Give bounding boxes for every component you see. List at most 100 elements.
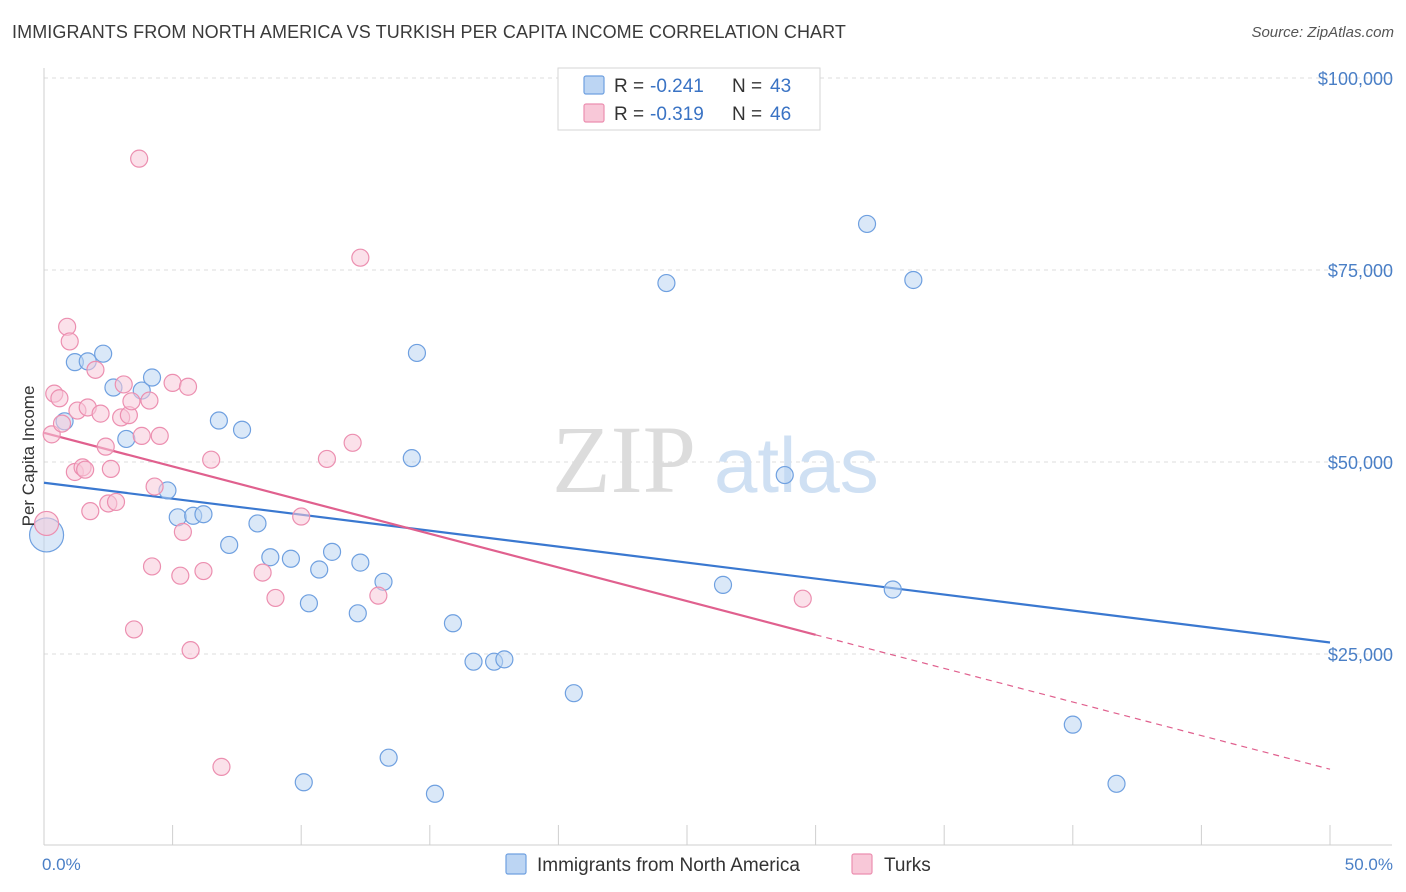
- point-turks-24: [130, 149, 149, 168]
- top-legend: R = -0.241 N = 43 R = -0.319 N = 46: [557, 67, 821, 131]
- point-north-america-14: [220, 535, 239, 555]
- legend-swatch-turks: [583, 103, 605, 123]
- point-turks-26: [140, 391, 159, 410]
- point-north-america-39: [883, 580, 902, 599]
- point-north-america-27: [407, 343, 427, 363]
- point-turks-42: [343, 433, 362, 452]
- point-north-america-18: [281, 549, 301, 568]
- trend-line-turks-extension: [815, 634, 1331, 770]
- bottom-legend-label-north-america: Immigrants from North America: [537, 855, 800, 876]
- point-north-america-13: [209, 411, 228, 430]
- point-turks-34: [181, 641, 200, 660]
- y-tick-labels: $25,000 $50,000 $75,000 $100,000: [1318, 69, 1393, 665]
- point-turks-41: [317, 449, 337, 469]
- legend-r-label-north-america: R =: [614, 76, 644, 97]
- point-north-america-24: [351, 553, 370, 572]
- point-turks-44: [369, 586, 388, 605]
- point-north-america-41: [1063, 715, 1082, 734]
- point-turks-20: [114, 375, 133, 394]
- legend-swatch-north-america: [583, 75, 605, 95]
- point-turks-40: [292, 507, 311, 526]
- point-turks-15: [96, 437, 115, 456]
- point-north-america-42: [1107, 774, 1126, 793]
- point-north-america-35: [657, 273, 676, 293]
- point-turks-10: [76, 460, 95, 479]
- point-north-america-40: [904, 270, 923, 290]
- point-turks-25: [132, 426, 151, 445]
- y-tick-label-0: $25,000: [1328, 645, 1393, 665]
- point-turks-6: [60, 332, 79, 351]
- point-turks-37: [212, 757, 231, 776]
- point-north-america-30: [443, 614, 463, 633]
- x-tick-label-max: 50.0%: [1345, 855, 1393, 874]
- point-north-america-17: [261, 548, 280, 567]
- point-turks-12: [81, 502, 100, 521]
- point-north-america-19: [294, 773, 313, 792]
- point-turks-30: [163, 373, 182, 392]
- legend-n-label-north-america: N =: [732, 76, 762, 97]
- point-turks-36: [202, 450, 221, 469]
- point-north-america-26: [379, 748, 398, 767]
- x-tick-label-min: 0.0%: [42, 855, 81, 874]
- x-tick-labels: 0.0% 50.0%: [42, 855, 1393, 874]
- legend-r-value-turks: -0.319: [650, 104, 704, 125]
- axes: [43, 68, 1392, 846]
- point-turks-43: [351, 248, 370, 267]
- point-turks-39: [266, 588, 285, 608]
- y-tick-label-3: $100,000: [1318, 69, 1393, 89]
- point-north-america-34: [564, 684, 583, 703]
- point-turks-32: [173, 522, 192, 541]
- point-north-america-21: [310, 560, 329, 579]
- point-turks-17: [101, 459, 120, 479]
- y-tick-label-1: $50,000: [1328, 453, 1393, 473]
- point-north-america-22: [322, 542, 342, 561]
- point-turks-4: [52, 414, 72, 433]
- legend-r-label-turks: R =: [614, 104, 644, 125]
- trend-lines: [43, 431, 1331, 770]
- source-label: Source: ZipAtlas.com: [1251, 24, 1394, 41]
- point-north-america-28: [402, 449, 421, 468]
- point-north-america-4: [94, 344, 113, 363]
- chart-title: IMMIGRANTS FROM NORTH AMERICA VS TURKISH…: [12, 22, 847, 42]
- point-turks-35: [194, 561, 213, 581]
- legend-n-label-turks: N =: [732, 104, 762, 125]
- point-north-america-33: [495, 650, 514, 669]
- point-turks-33: [178, 377, 198, 396]
- point-north-america-16: [248, 514, 267, 533]
- bottom-legend: Immigrants from North America Turks: [505, 853, 931, 876]
- point-north-america-37: [775, 465, 794, 485]
- point-turks-18: [106, 492, 126, 512]
- point-turks-13: [86, 360, 105, 379]
- legend-r-value-north-america: -0.241: [650, 76, 704, 97]
- bottom-legend-swatch-turks: [851, 853, 873, 875]
- watermark-atlas: atlas: [714, 421, 879, 509]
- point-turks-23: [124, 620, 144, 639]
- point-turks-3: [50, 389, 69, 408]
- point-north-america-23: [348, 604, 367, 623]
- trend-line-turks: [43, 431, 816, 636]
- point-turks-31: [171, 566, 190, 585]
- bottom-legend-label-turks: Turks: [884, 855, 931, 876]
- point-north-america-12: [194, 505, 213, 524]
- point-north-america-6: [117, 429, 136, 449]
- y-axis-label: Per Capita Income: [19, 386, 38, 527]
- point-north-america-36: [713, 575, 733, 594]
- point-north-america-15: [232, 420, 252, 439]
- point-north-america-20: [299, 594, 319, 613]
- point-turks-27: [142, 557, 162, 576]
- point-turks-22: [122, 392, 141, 411]
- point-north-america-29: [425, 784, 445, 803]
- trend-line-north-america: [43, 481, 1331, 644]
- legend-n-value-north-america: 43: [770, 76, 791, 97]
- bottom-legend-swatch-north-america: [505, 853, 527, 875]
- watermark-zip: ZIP: [552, 406, 696, 513]
- grid-lines: [44, 77, 1392, 655]
- point-turks-29: [150, 426, 169, 445]
- point-turks-28: [145, 477, 164, 496]
- point-turks-14: [91, 404, 110, 423]
- data-points: [28, 149, 1126, 803]
- point-turks-0: [33, 510, 60, 537]
- point-turks-45: [793, 589, 812, 608]
- point-turks-38: [253, 563, 272, 582]
